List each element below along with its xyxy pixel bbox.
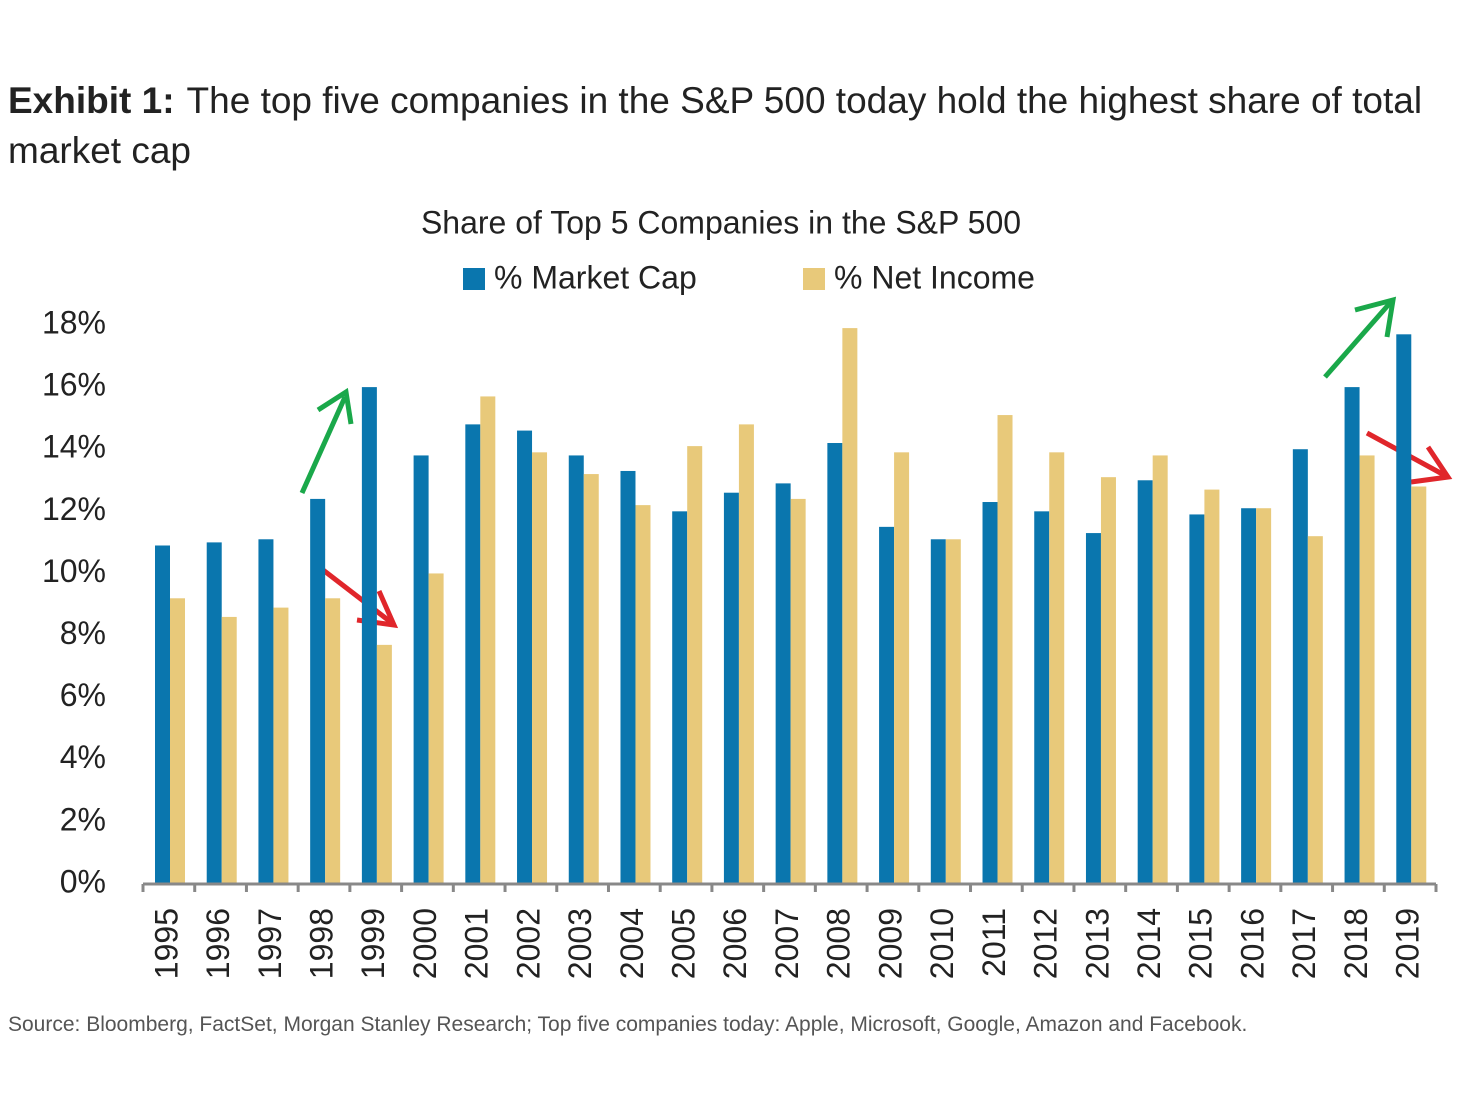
y-tick-label: 10% — [42, 553, 106, 589]
bar — [1359, 455, 1375, 884]
bar — [982, 502, 998, 884]
bar — [1085, 533, 1101, 884]
bar — [583, 474, 599, 884]
bar — [620, 470, 636, 884]
bar — [827, 443, 843, 884]
legend-swatch — [803, 268, 825, 290]
green-arrow — [1323, 296, 1397, 379]
x-tick-label: 2014 — [1131, 908, 1167, 979]
bar — [258, 539, 274, 884]
bar — [413, 455, 429, 884]
bar — [325, 598, 341, 884]
x-tick-label: 2019 — [1390, 908, 1426, 979]
x-tick-label: 2017 — [1286, 908, 1322, 979]
y-tick-label: 6% — [60, 677, 106, 713]
bar — [1292, 449, 1308, 884]
x-tick-label: 2009 — [872, 908, 908, 979]
bar — [532, 452, 548, 884]
bar — [361, 387, 377, 884]
x-tick-label: 2013 — [1079, 908, 1115, 979]
bar — [465, 424, 481, 884]
legend-label: % Net Income — [834, 259, 1035, 295]
bar — [1344, 387, 1360, 884]
y-tick-label: 18% — [42, 304, 106, 340]
bar — [1152, 455, 1168, 884]
x-tick-label: 2011 — [976, 908, 1012, 977]
bar — [1100, 477, 1116, 884]
y-tick-label: 4% — [60, 739, 106, 775]
bar — [790, 498, 806, 884]
annotations — [299, 296, 1453, 629]
x-tick-label: 2002 — [510, 908, 546, 979]
green-arrow — [299, 387, 354, 495]
x-tick-label: 2003 — [562, 908, 598, 979]
x-tick-label: 2006 — [717, 908, 753, 979]
x-tick-label: 2004 — [614, 908, 650, 979]
y-tick-label: 8% — [60, 615, 106, 651]
source-note: Source: Bloomberg, FactSet, Morgan Stanl… — [8, 1013, 1248, 1036]
x-tick-label: 2015 — [1183, 908, 1219, 979]
bar — [1034, 511, 1050, 884]
bar — [273, 607, 289, 884]
chart-title: Share of Top 5 Companies in the S&P 500 — [421, 204, 1021, 240]
bar — [997, 415, 1013, 884]
bar — [1241, 508, 1257, 884]
x-tick-label: 2005 — [666, 908, 702, 979]
y-tick-label: 12% — [42, 491, 106, 527]
chart: Share of Top 5 Companies in the S&P 500 … — [42, 204, 1453, 979]
x-tick-label: 2001 — [459, 908, 495, 979]
bar — [1411, 486, 1427, 884]
bar — [170, 598, 185, 884]
bar — [1396, 334, 1412, 885]
bar — [1137, 480, 1153, 884]
bar — [945, 539, 961, 884]
y-tick-label: 16% — [42, 367, 106, 403]
legend-swatch — [463, 268, 485, 290]
bar — [930, 539, 946, 884]
bar — [879, 526, 895, 884]
bar — [1256, 508, 1272, 884]
x-tick-label: 1995 — [148, 908, 184, 979]
bar — [842, 328, 858, 884]
bar — [221, 616, 237, 884]
x-tick-label: 2016 — [1234, 908, 1270, 979]
bar — [1189, 514, 1205, 884]
x-tick-label: 2000 — [407, 908, 443, 979]
x-tick-label: 2018 — [1338, 908, 1374, 979]
bar — [687, 446, 703, 884]
x-tick-label: 2012 — [1028, 908, 1064, 979]
y-tick-label: 0% — [60, 863, 106, 899]
x-tick-label: 1999 — [355, 908, 391, 979]
x-tick-label: 2007 — [769, 908, 805, 979]
x-tick-label: 2008 — [821, 908, 857, 979]
bar — [672, 511, 688, 884]
x-tick-label: 1996 — [200, 908, 236, 979]
bar — [310, 498, 326, 884]
bar — [376, 644, 392, 884]
bar — [517, 430, 533, 884]
header-title: The top five companies in the S&P 500 to… — [8, 80, 1423, 171]
bar — [428, 573, 444, 884]
bar — [723, 492, 739, 884]
x-tick-label: 2010 — [924, 908, 960, 979]
bar — [155, 545, 170, 884]
bar — [1049, 452, 1065, 884]
y-tick-label: 2% — [60, 801, 106, 837]
bar — [635, 505, 651, 884]
bar — [568, 455, 584, 884]
header: Exhibit 1: The top five companies in the … — [8, 76, 1453, 176]
bar — [738, 424, 754, 884]
x-tick-label: 1998 — [303, 908, 339, 979]
bar — [775, 483, 791, 884]
bar — [1307, 536, 1323, 884]
bar — [480, 396, 496, 884]
bar — [894, 452, 910, 884]
exhibit-label: Exhibit 1: — [8, 80, 175, 121]
x-tick-label: 1997 — [252, 908, 288, 979]
legend-label: % Market Cap — [494, 259, 697, 295]
bar — [206, 542, 222, 884]
y-tick-label: 14% — [42, 429, 106, 465]
bar — [1204, 489, 1220, 884]
